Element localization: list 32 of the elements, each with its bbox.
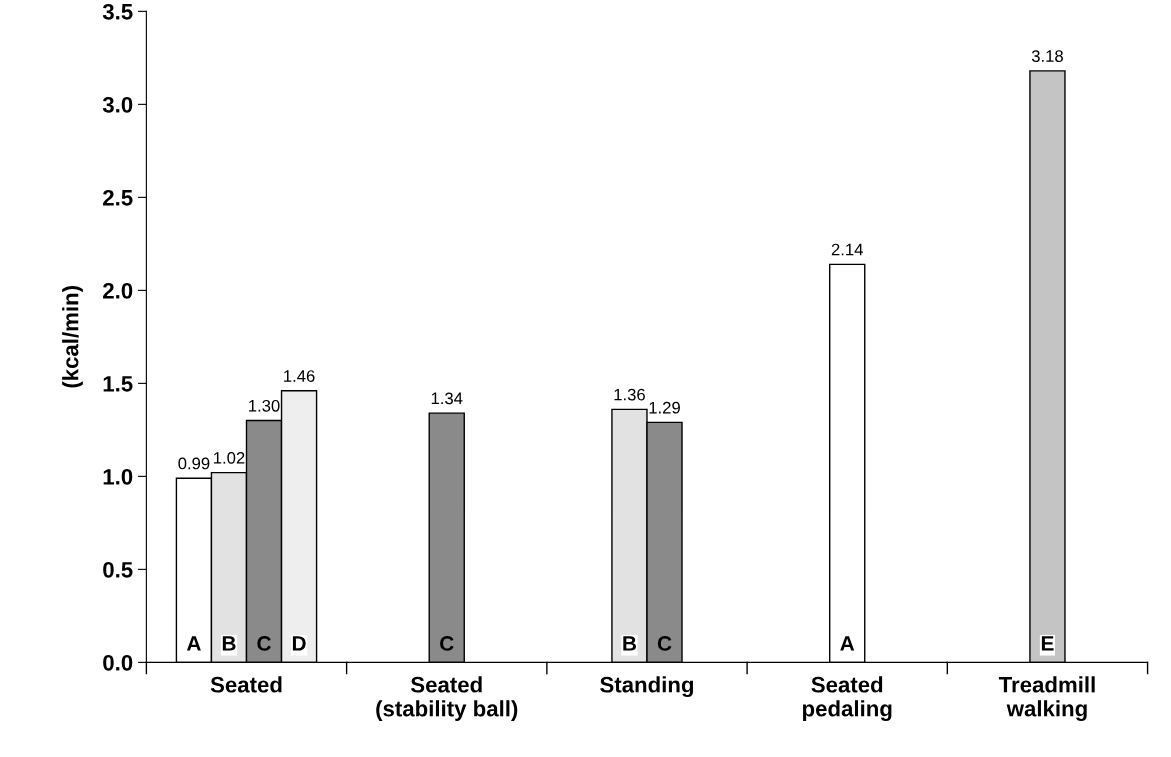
y-tick-label: 0.5 [103,561,133,578]
x-tick-label: Treadmill walking [998,676,1095,722]
data-label: 1.02 [214,451,245,464]
data-label: 3.18 [1031,50,1063,62]
series-label: B [222,636,236,651]
series-label: E [1041,636,1054,651]
text: B [623,636,637,651]
x-tick-label: Seated pedaling [803,676,892,722]
series-label: D [292,636,306,651]
y-tick-label: 2.5 [103,189,133,206]
text: C [440,636,454,651]
y-tick-label: 3.5 [102,3,133,20]
y-tick-label: 1.5 [103,376,133,392]
data-label: 1.29 [649,401,680,414]
x-tick-label: Standing [600,676,694,698]
data-label: 1.30 [249,399,280,412]
data-label: 1.34 [431,392,463,405]
y-tick-label: 1.0 [103,468,133,485]
data-label: 2.14 [831,243,863,256]
x-tick-label: Seated [210,676,282,693]
series-label: A [840,636,855,651]
y-tick-label: 2.0 [103,282,133,299]
data-label: 1.36 [614,388,645,401]
x-tick-label: Seated (stability ball) [376,676,518,721]
y-axis-title: (kcal/min) [62,286,83,388]
text: C [257,636,271,651]
y-tick-label: 3.0 [102,96,133,113]
text: A [186,636,201,651]
y-tick-label: 0.0 [103,654,133,671]
data-label: 0.99 [178,457,210,470]
data-label: 1.46 [284,370,315,382]
series-label: C [657,636,672,651]
